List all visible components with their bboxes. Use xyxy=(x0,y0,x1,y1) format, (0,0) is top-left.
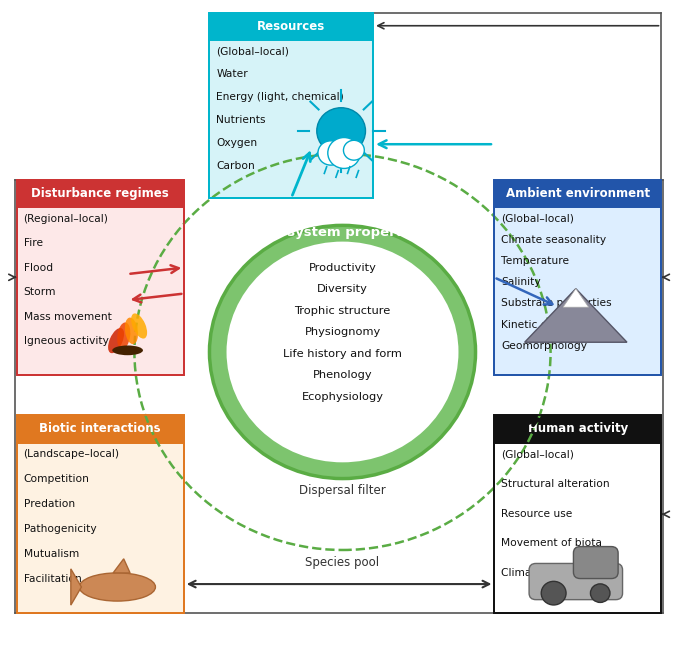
Text: Carbon: Carbon xyxy=(216,162,255,171)
Text: Fire: Fire xyxy=(23,238,42,248)
Circle shape xyxy=(318,141,343,165)
Text: Geomorphology: Geomorphology xyxy=(501,341,587,351)
Text: Structural alteration: Structural alteration xyxy=(501,479,610,489)
FancyBboxPatch shape xyxy=(495,415,662,443)
Text: Igneous activity: Igneous activity xyxy=(23,336,108,346)
FancyBboxPatch shape xyxy=(210,40,373,198)
Text: Disturbance regimes: Disturbance regimes xyxy=(32,187,169,200)
Text: Movement of biota: Movement of biota xyxy=(501,539,602,548)
Text: Resources: Resources xyxy=(257,20,325,33)
Text: Predation: Predation xyxy=(23,499,75,509)
Polygon shape xyxy=(71,569,82,605)
Text: Facilitation: Facilitation xyxy=(23,574,82,584)
Text: Competition: Competition xyxy=(23,474,90,484)
Text: Diversity: Diversity xyxy=(317,284,368,295)
Polygon shape xyxy=(113,559,130,573)
Text: Physiognomy: Physiognomy xyxy=(304,327,381,337)
Text: Life history and form: Life history and form xyxy=(283,349,402,359)
Circle shape xyxy=(210,226,475,479)
Text: Ambient environment: Ambient environment xyxy=(506,187,650,200)
FancyBboxPatch shape xyxy=(495,207,662,375)
Text: (Global–local): (Global–local) xyxy=(501,214,574,224)
Ellipse shape xyxy=(79,573,155,601)
Circle shape xyxy=(541,582,566,605)
Text: Species pool: Species pool xyxy=(306,556,379,569)
Text: Climate change: Climate change xyxy=(501,568,585,578)
Text: Energy (light, chemical): Energy (light, chemical) xyxy=(216,93,344,102)
Ellipse shape xyxy=(131,314,147,338)
Circle shape xyxy=(227,242,458,462)
FancyBboxPatch shape xyxy=(16,415,184,443)
Text: Ecophysiology: Ecophysiology xyxy=(301,392,384,402)
Text: Dispersal filter: Dispersal filter xyxy=(299,484,386,497)
Text: Productivity: Productivity xyxy=(308,263,377,273)
Polygon shape xyxy=(525,289,627,342)
Ellipse shape xyxy=(117,323,130,349)
FancyBboxPatch shape xyxy=(16,207,184,375)
FancyBboxPatch shape xyxy=(495,443,662,614)
FancyBboxPatch shape xyxy=(210,13,373,40)
FancyBboxPatch shape xyxy=(16,443,184,614)
Text: Phenology: Phenology xyxy=(312,370,373,380)
Text: Temperature: Temperature xyxy=(501,256,569,266)
FancyBboxPatch shape xyxy=(16,180,184,207)
Text: Nutrients: Nutrients xyxy=(216,115,266,125)
FancyBboxPatch shape xyxy=(573,546,618,578)
Text: Resource use: Resource use xyxy=(501,509,573,518)
Text: (Regional–local): (Regional–local) xyxy=(23,214,108,224)
Circle shape xyxy=(316,108,366,154)
Circle shape xyxy=(590,584,610,602)
Polygon shape xyxy=(563,289,588,307)
Text: Oxygen: Oxygen xyxy=(216,138,258,149)
Text: Salinity: Salinity xyxy=(501,277,540,287)
Text: (Landscape–local): (Landscape–local) xyxy=(23,449,120,459)
Text: Substrate properties: Substrate properties xyxy=(501,299,612,308)
Ellipse shape xyxy=(125,318,138,344)
Text: Mass movement: Mass movement xyxy=(23,312,112,322)
Text: Water: Water xyxy=(216,70,248,80)
Text: Pathogenicity: Pathogenicity xyxy=(23,524,96,534)
Text: Mutualism: Mutualism xyxy=(23,549,79,559)
FancyBboxPatch shape xyxy=(495,180,662,207)
Circle shape xyxy=(328,138,360,168)
Text: Ecosystem properties: Ecosystem properties xyxy=(261,226,424,239)
Text: Trophic structure: Trophic structure xyxy=(295,306,390,316)
Text: Storm: Storm xyxy=(23,288,56,297)
Text: Climate seasonality: Climate seasonality xyxy=(501,235,606,245)
Ellipse shape xyxy=(112,346,143,355)
Text: Kinetic energy: Kinetic energy xyxy=(501,319,578,329)
Ellipse shape xyxy=(108,328,124,353)
Text: (Global–local): (Global–local) xyxy=(501,449,574,459)
Text: Biotic interactions: Biotic interactions xyxy=(40,422,161,436)
FancyBboxPatch shape xyxy=(529,563,623,600)
Text: Flood: Flood xyxy=(23,263,53,273)
Text: Human activity: Human activity xyxy=(527,422,628,436)
Text: (Global–local): (Global–local) xyxy=(216,46,289,57)
Circle shape xyxy=(343,140,364,160)
